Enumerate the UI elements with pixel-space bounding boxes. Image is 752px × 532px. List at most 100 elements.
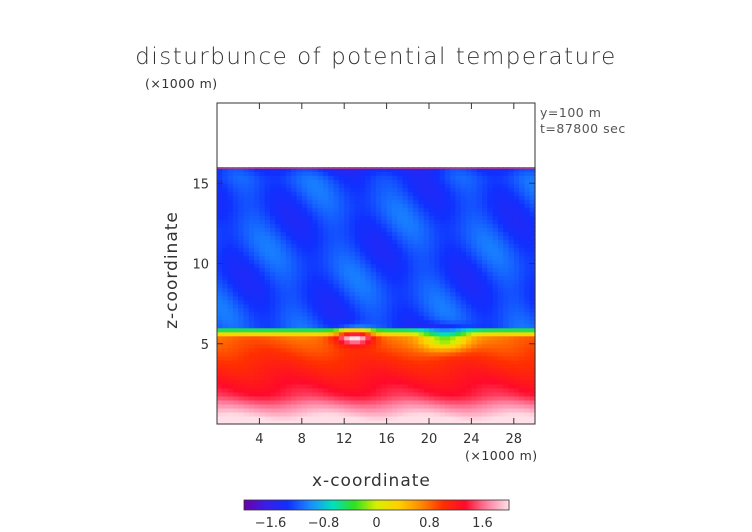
- heatmap-cell: [312, 187, 319, 192]
- heatmap-cell: [301, 339, 308, 345]
- heatmap-cell: [227, 203, 234, 208]
- heatmap-cell: [248, 211, 255, 216]
- heatmap-cell: [524, 363, 531, 369]
- heatmap-cell: [524, 307, 531, 313]
- heatmap-cell: [487, 267, 494, 273]
- heatmap-cell: [270, 359, 276, 365]
- heatmap-cell: [296, 415, 303, 421]
- heatmap-cell: [238, 339, 245, 345]
- heatmap-cell: [285, 419, 292, 425]
- heatmap-cell: [397, 391, 404, 397]
- heatmap-cell: [312, 363, 319, 369]
- heatmap-cell: [338, 315, 345, 321]
- heatmap-cell: [450, 211, 457, 216]
- heatmap-cell: [238, 363, 245, 369]
- heatmap-cell: [434, 175, 441, 180]
- heatmap-cell: [333, 175, 340, 180]
- heatmap-cell: [370, 267, 377, 273]
- heatmap-cell: [296, 175, 303, 180]
- heatmap-cell: [243, 207, 250, 212]
- heatmap-cell: [296, 311, 303, 317]
- heatmap-cell: [254, 391, 260, 397]
- heatmap-cell: [338, 303, 345, 309]
- heatmap-cell: [503, 179, 510, 184]
- heatmap-cell: [487, 287, 494, 293]
- heatmap-cell: [222, 375, 229, 381]
- heatmap-cell: [391, 287, 398, 293]
- heatmap-cell: [248, 291, 255, 297]
- heatmap-cell: [381, 171, 388, 176]
- heatmap-cell: [270, 279, 276, 285]
- heatmap-cell: [370, 303, 377, 309]
- colorbar-swatch: [473, 500, 477, 510]
- heatmap-cell: [291, 291, 298, 297]
- heatmap-cell: [460, 179, 467, 184]
- heatmap-cell: [227, 327, 234, 333]
- heatmap-cell: [307, 239, 313, 245]
- heatmap-cell: [439, 295, 446, 301]
- heatmap-cell: [529, 219, 536, 224]
- heatmap-cell: [349, 179, 356, 184]
- heatmap-cell: [519, 263, 525, 269]
- heatmap-cell: [413, 363, 419, 369]
- heatmap-cell: [222, 415, 229, 421]
- heatmap-cell: [259, 183, 266, 188]
- heatmap-cell: [391, 203, 398, 208]
- heatmap-cell: [434, 191, 441, 196]
- heatmap-cell: [407, 383, 414, 389]
- heatmap-cell: [503, 331, 510, 337]
- heatmap-cell: [344, 399, 351, 405]
- heatmap-cell: [413, 383, 419, 389]
- heatmap-cell: [354, 291, 361, 297]
- heatmap-cell: [222, 191, 229, 196]
- heatmap-cell: [439, 411, 446, 417]
- heatmap-cell: [312, 339, 319, 345]
- heatmap-cell: [365, 171, 372, 176]
- heatmap-cell: [407, 199, 414, 204]
- heatmap-cell: [365, 315, 372, 321]
- heatmap-cell: [312, 387, 319, 393]
- heatmap-cell: [460, 303, 467, 309]
- heatmap-cell: [503, 391, 510, 397]
- heatmap-cell: [333, 327, 340, 333]
- heatmap-cell: [328, 363, 335, 369]
- colorbar-swatch: [292, 500, 296, 510]
- heatmap-cell: [519, 223, 525, 228]
- heatmap-cell: [254, 359, 260, 365]
- heatmap-cell: [524, 215, 531, 220]
- colorbar-swatch: [497, 500, 501, 510]
- heatmap-cell: [487, 219, 494, 224]
- heatmap-cell: [227, 271, 234, 277]
- heatmap-cell: [338, 367, 345, 373]
- heatmap-cell: [370, 283, 377, 289]
- heatmap-cell: [264, 347, 271, 353]
- heatmap-cell: [482, 195, 488, 200]
- heatmap-cell: [338, 263, 345, 269]
- heatmap-cell: [482, 239, 488, 245]
- heatmap-cell: [360, 247, 366, 253]
- heatmap-cell: [248, 315, 255, 321]
- colorbar-swatch: [312, 500, 316, 510]
- heatmap-cell: [254, 315, 260, 321]
- heatmap-cell: [513, 343, 520, 349]
- heatmap-cell: [429, 331, 435, 337]
- heatmap-cell: [429, 379, 435, 385]
- heatmap-cell: [360, 343, 366, 349]
- heatmap-cell: [349, 187, 356, 192]
- heatmap-cell: [482, 255, 488, 261]
- heatmap-cell: [323, 399, 329, 405]
- x-scale-note: (×1000 m): [465, 448, 538, 463]
- heatmap-cell: [402, 167, 409, 172]
- heatmap-cell: [217, 259, 223, 265]
- heatmap-cell: [418, 323, 425, 329]
- heatmap-cell: [323, 263, 329, 269]
- heatmap-cell: [455, 251, 462, 257]
- heatmap-cell: [360, 411, 366, 417]
- heatmap-cell: [222, 219, 229, 224]
- heatmap-cell: [285, 191, 292, 196]
- heatmap-cell: [439, 219, 446, 224]
- colorbar-swatch: [336, 500, 340, 510]
- heatmap-cell: [312, 383, 319, 389]
- heatmap-cell: [285, 227, 292, 232]
- heatmap-cell: [402, 419, 409, 425]
